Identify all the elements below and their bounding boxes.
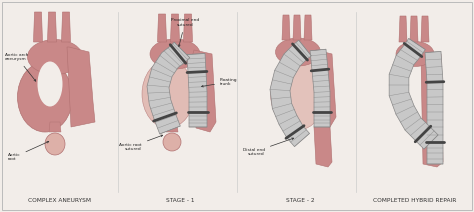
Polygon shape (389, 38, 438, 149)
Text: STAGE - 2: STAGE - 2 (286, 198, 314, 202)
Polygon shape (421, 16, 429, 42)
Text: STAGE - 1: STAGE - 1 (166, 198, 194, 202)
Ellipse shape (150, 39, 200, 69)
Polygon shape (410, 16, 418, 42)
Polygon shape (304, 15, 312, 40)
Text: Aortic root
sutured: Aortic root sutured (119, 135, 163, 151)
Polygon shape (166, 120, 178, 132)
Polygon shape (270, 40, 311, 146)
Ellipse shape (271, 58, 326, 130)
Text: COMPLEX ANEURYSM: COMPLEX ANEURYSM (28, 198, 91, 202)
Ellipse shape (163, 133, 181, 151)
Ellipse shape (27, 39, 82, 74)
Polygon shape (34, 12, 43, 42)
Text: Proximal end
sutured: Proximal end sutured (171, 18, 199, 47)
Text: Floating
trunk: Floating trunk (201, 78, 237, 87)
Polygon shape (282, 15, 290, 40)
Text: Aortic arch
aneurysm: Aortic arch aneurysm (5, 53, 36, 81)
Polygon shape (293, 15, 301, 40)
Polygon shape (187, 53, 207, 127)
Polygon shape (421, 50, 443, 167)
Polygon shape (147, 42, 190, 134)
Polygon shape (192, 50, 216, 132)
Polygon shape (171, 14, 180, 42)
Polygon shape (62, 12, 71, 42)
Polygon shape (399, 16, 407, 42)
Polygon shape (49, 122, 61, 132)
Text: Aortic
root: Aortic root (8, 141, 49, 161)
Ellipse shape (396, 42, 434, 67)
Text: Distal end
sutured: Distal end sutured (243, 138, 294, 156)
Polygon shape (425, 52, 443, 164)
Ellipse shape (37, 61, 63, 106)
Ellipse shape (45, 133, 65, 155)
Polygon shape (314, 124, 332, 167)
Polygon shape (67, 47, 95, 127)
Polygon shape (310, 49, 330, 127)
Polygon shape (183, 14, 192, 42)
Ellipse shape (18, 62, 73, 132)
Text: COMPLETED HYBRID REPAIR: COMPLETED HYBRID REPAIR (374, 198, 456, 202)
Ellipse shape (275, 38, 320, 66)
Polygon shape (157, 14, 166, 42)
Polygon shape (312, 50, 336, 127)
Ellipse shape (142, 60, 194, 128)
Polygon shape (47, 12, 56, 42)
